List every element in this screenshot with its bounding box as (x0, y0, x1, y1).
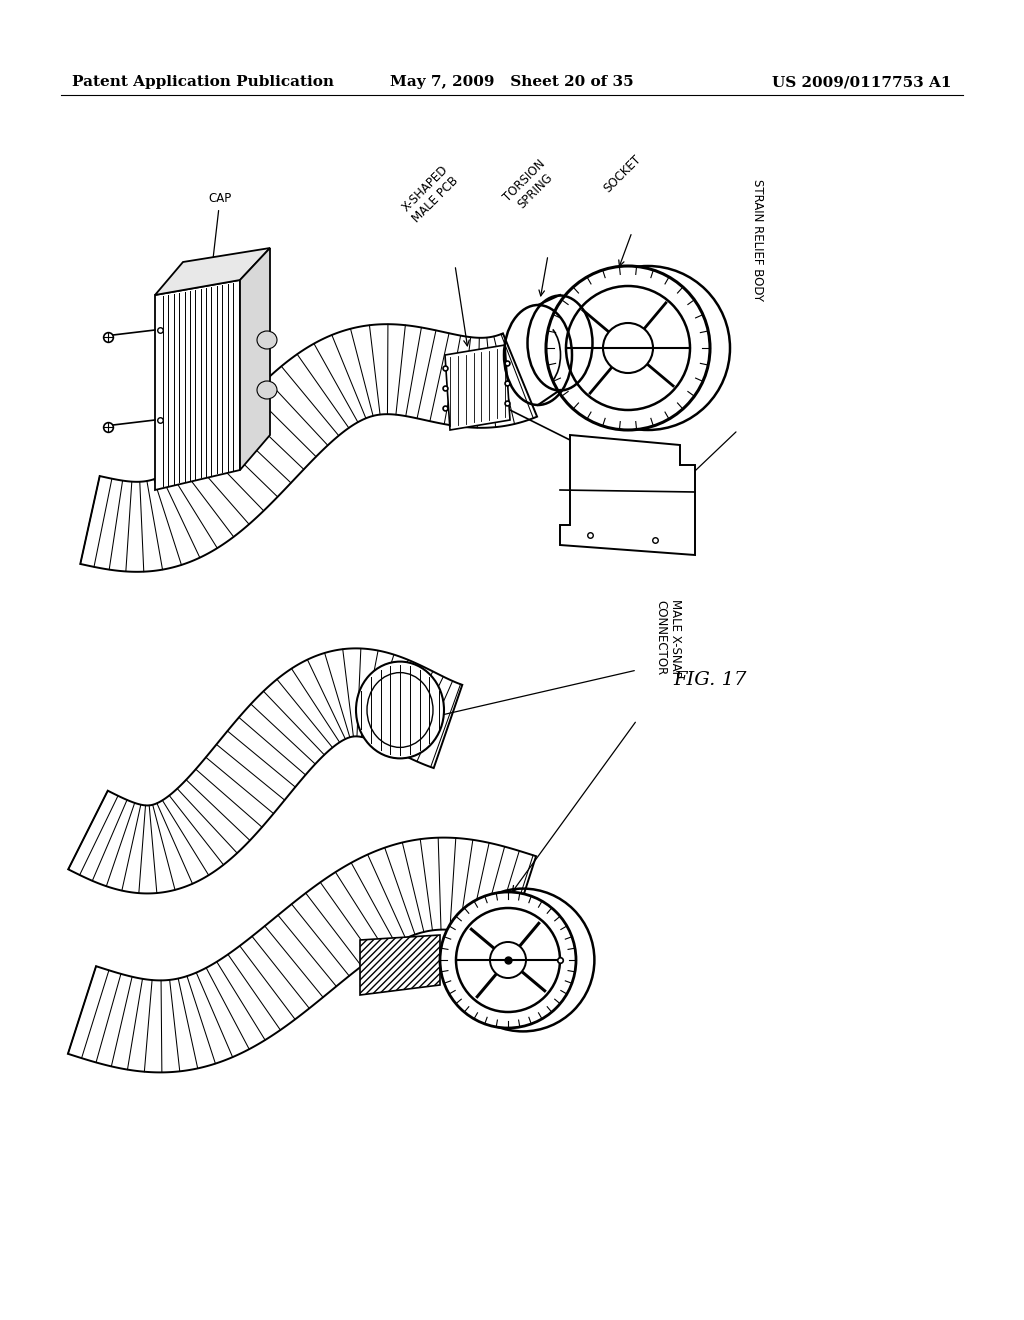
Polygon shape (80, 325, 537, 572)
Ellipse shape (356, 661, 444, 759)
Text: X-SHAPED
MALE PCB: X-SHAPED MALE PCB (399, 164, 461, 224)
Polygon shape (240, 248, 270, 470)
Circle shape (566, 286, 690, 411)
Polygon shape (155, 248, 270, 294)
Polygon shape (69, 648, 462, 894)
Text: SOCKET: SOCKET (601, 153, 643, 195)
Text: STRAIN RELIEF BODY: STRAIN RELIEF BODY (752, 180, 765, 301)
Circle shape (546, 267, 710, 430)
Circle shape (490, 942, 526, 978)
Text: US 2009/0117753 A1: US 2009/0117753 A1 (772, 75, 952, 88)
Circle shape (440, 892, 575, 1028)
Polygon shape (155, 280, 240, 490)
Polygon shape (68, 838, 537, 1072)
Circle shape (603, 323, 653, 374)
Ellipse shape (257, 381, 278, 399)
Polygon shape (445, 345, 510, 430)
Text: FIG. 17: FIG. 17 (674, 671, 746, 689)
Text: CAP: CAP (208, 191, 231, 281)
Text: MALE X-SNAP
CONNECTOR: MALE X-SNAP CONNECTOR (654, 599, 682, 677)
Text: May 7, 2009   Sheet 20 of 35: May 7, 2009 Sheet 20 of 35 (390, 75, 634, 88)
Text: Patent Application Publication: Patent Application Publication (72, 75, 334, 88)
Ellipse shape (257, 331, 278, 348)
Polygon shape (560, 436, 695, 554)
Polygon shape (360, 935, 440, 995)
Circle shape (456, 908, 560, 1012)
Text: TORSION
SPRING: TORSION SPRING (501, 157, 559, 215)
